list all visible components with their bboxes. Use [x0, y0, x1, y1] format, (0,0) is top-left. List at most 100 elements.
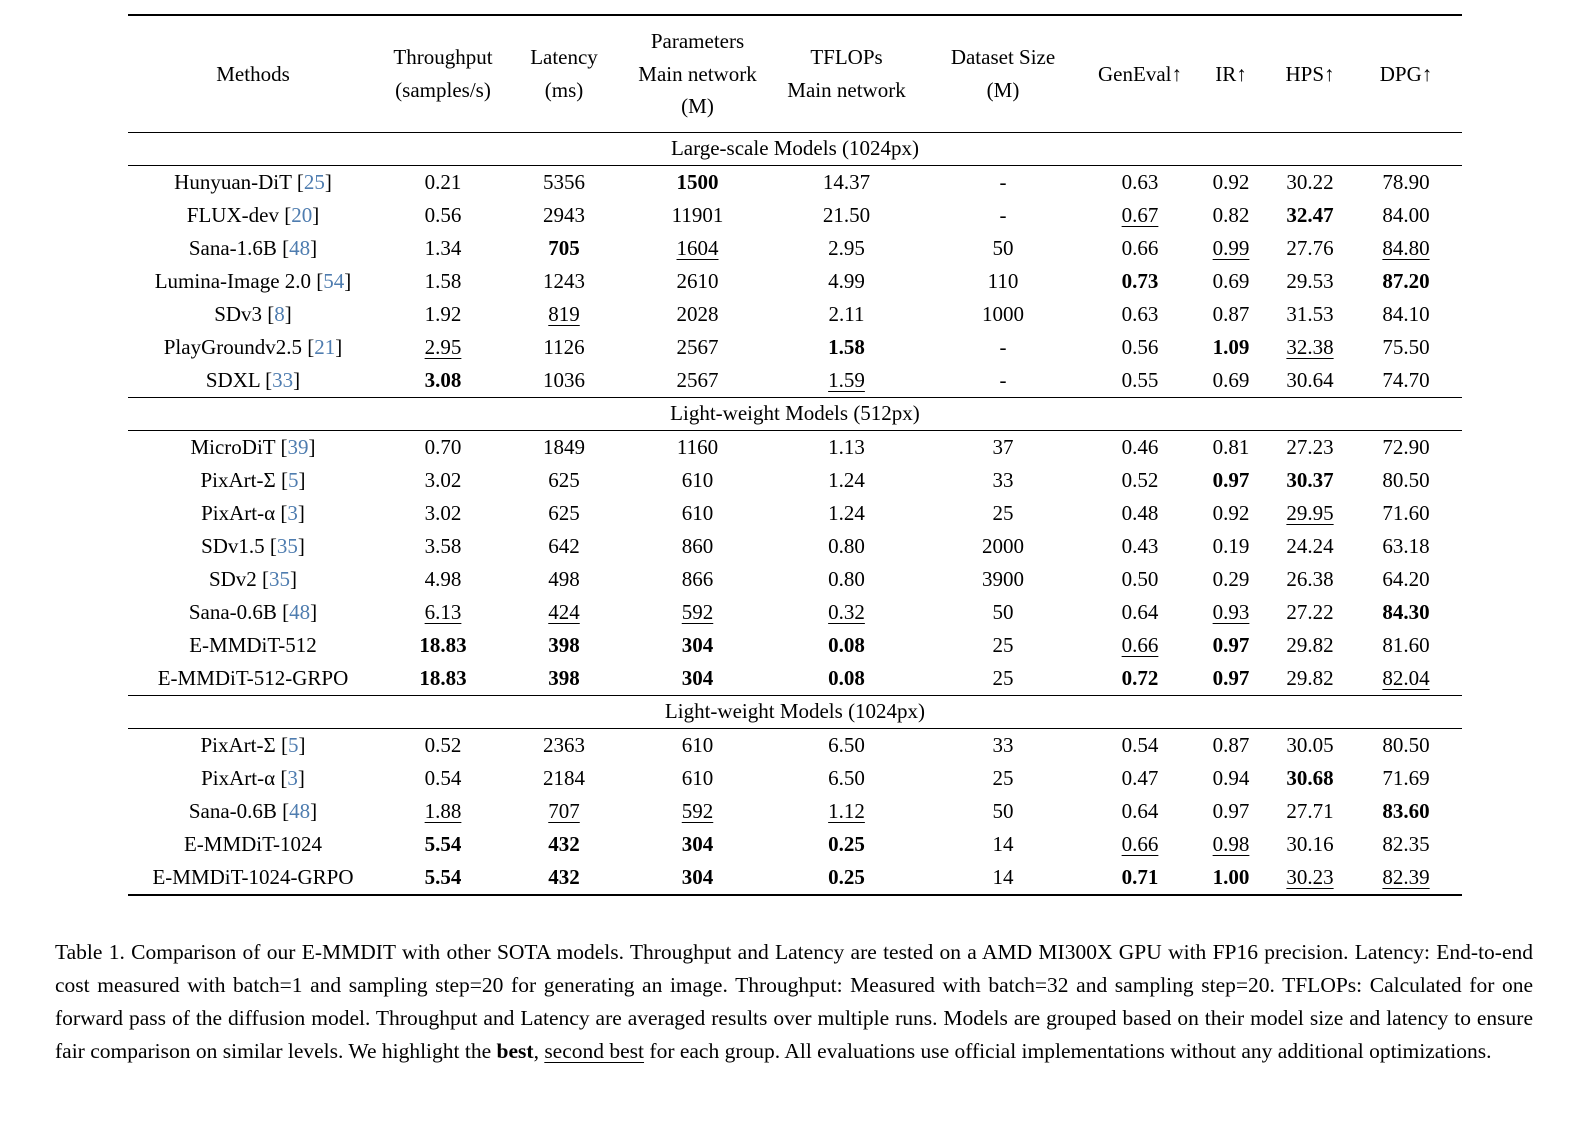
citation-number[interactable]: 5: [287, 732, 299, 757]
value-cell: 424: [508, 596, 620, 629]
cell-value: 1.58: [828, 334, 865, 359]
cell-value: 0.87: [1212, 732, 1250, 757]
value-cell: 30.05: [1270, 728, 1350, 762]
cell-value: 0.73: [1121, 268, 1159, 293]
citation-link[interactable]: [3]: [275, 500, 305, 525]
citation-link[interactable]: [21]: [302, 334, 343, 359]
value-cell: 74.70: [1350, 364, 1462, 398]
cell-value: 72.90: [1382, 434, 1430, 459]
citation-number[interactable]: 33: [272, 367, 294, 392]
citation-number[interactable]: 3: [287, 765, 298, 790]
value-cell: 0.54: [1088, 728, 1192, 762]
method-name: Sana-0.6B: [188, 798, 277, 823]
cell-value: 498: [548, 566, 580, 591]
cell-value: 82.35: [1382, 831, 1430, 856]
value-cell: 0.66: [1088, 629, 1192, 662]
value-cell: 1.24: [775, 497, 918, 530]
cell-value: 3.58: [424, 533, 462, 558]
method-name: E-MMDiT-512-GRPO: [157, 665, 349, 690]
citation-link[interactable]: [39]: [275, 434, 316, 459]
citation-link[interactable]: [48]: [276, 599, 318, 624]
citation-link[interactable]: [5]: [275, 467, 306, 492]
cell-value: 21.50: [822, 202, 871, 227]
table-row: SDv1.5 [35] 3.58 642 860 0.80 2000 0.43 0.19 24.…: [128, 530, 1462, 563]
citation-number[interactable]: 54: [323, 268, 345, 293]
cell-value: 0.56: [424, 202, 462, 227]
cell-value: 29.53: [1286, 268, 1334, 293]
cell-value: 0.72: [1121, 665, 1159, 690]
table-body: Large-scale Models (1024px) Hunyuan-DiT […: [128, 131, 1462, 895]
citation-link[interactable]: [20]: [278, 202, 320, 227]
table-row: E-MMDiT-512-GRPO 18.83 398 304 0.08 25 0.72 0.9…: [128, 662, 1462, 696]
method-name: E-MMDiT-512: [189, 632, 317, 657]
cell-value: 32.47: [1286, 202, 1334, 227]
citation-number[interactable]: 20: [291, 202, 313, 227]
value-cell: 84.30: [1350, 596, 1462, 629]
cell-value: 30.68: [1286, 765, 1334, 790]
value-cell: 0.50: [1088, 563, 1192, 596]
cell-value: 592: [681, 798, 714, 823]
citation-number[interactable]: 48: [289, 235, 311, 260]
value-cell: -: [918, 331, 1088, 364]
citation-link[interactable]: [48]: [276, 235, 318, 260]
cell-value: 33: [992, 467, 1014, 492]
table-row: PixArt-α [3] 3.02 625 610 1.24 25 0.48 0.92 29.9…: [128, 497, 1462, 530]
citation-number[interactable]: 48: [289, 798, 311, 823]
cell-value: 87.20: [1382, 268, 1430, 293]
citation-number[interactable]: 3: [287, 500, 298, 525]
table-row: Sana-0.6B [48] 1.88 707 592 1.12 50 0.64 0.97 27…: [128, 795, 1462, 828]
citation-number[interactable]: 25: [303, 169, 325, 194]
method-name: SDv1.5: [201, 533, 265, 558]
citation-link[interactable]: [3]: [275, 765, 305, 790]
citation-link[interactable]: [25]: [291, 169, 332, 194]
cell-value: 80.50: [1382, 732, 1430, 757]
citation-link[interactable]: [54]: [311, 268, 352, 293]
value-cell: 1604: [620, 232, 775, 265]
method-name: E-MMDiT-1024: [183, 831, 323, 856]
value-cell: 610: [620, 762, 775, 795]
value-cell: 84.80: [1350, 232, 1462, 265]
citation-number[interactable]: 35: [276, 533, 298, 558]
cell-value: 0.64: [1121, 798, 1159, 823]
citation-number[interactable]: 5: [287, 467, 299, 492]
method-cell: E-MMDiT-1024: [128, 828, 378, 861]
citation-link[interactable]: [5]: [275, 732, 306, 757]
citation-link[interactable]: [8]: [262, 301, 292, 326]
method-cell: E-MMDiT-512: [128, 629, 378, 662]
method-name: PixArt-Σ: [200, 732, 276, 757]
citation-number[interactable]: 48: [289, 599, 311, 624]
method-cell: PixArt-α [3]: [128, 497, 378, 530]
citation-link[interactable]: [48]: [276, 798, 318, 823]
value-cell: 27.22: [1270, 596, 1350, 629]
value-cell: 1.92: [378, 298, 508, 331]
value-cell: 0.52: [378, 728, 508, 762]
citation-number[interactable]: 39: [287, 434, 309, 459]
value-cell: 1126: [508, 331, 620, 364]
cell-value: 6.50: [828, 765, 865, 790]
citation-number[interactable]: 21: [314, 334, 336, 359]
cell-value: 26.38: [1286, 566, 1334, 591]
citation-link[interactable]: [35]: [256, 566, 298, 591]
cell-value: 0.87: [1212, 301, 1250, 326]
method-cell: Sana-0.6B [48]: [128, 596, 378, 629]
cell-value: 30.16: [1286, 831, 1334, 856]
citation-number[interactable]: 35: [269, 566, 291, 591]
cell-value: 30.05: [1286, 732, 1334, 757]
value-cell: 304: [620, 662, 775, 696]
value-cell: 14: [918, 861, 1088, 895]
citation-number[interactable]: 8: [274, 301, 285, 326]
value-cell: 50: [918, 232, 1088, 265]
cell-value: 25: [992, 632, 1014, 657]
cell-value: 0.50: [1121, 566, 1159, 591]
cell-value: 0.98: [1212, 831, 1250, 856]
cell-value: 1.12: [828, 798, 865, 823]
method-name: Sana-1.6B: [188, 235, 277, 260]
cell-value: 1126: [543, 334, 585, 359]
citation-link[interactable]: [33]: [259, 367, 301, 392]
cell-value: 63.18: [1382, 533, 1430, 558]
citation-link[interactable]: [35]: [264, 533, 305, 558]
column-header-tflops: TFLOPs Main network: [787, 45, 906, 102]
value-cell: 0.69: [1192, 364, 1270, 398]
table-row: E-MMDiT-1024 5.54 432 304 0.25 14 0.66 0.98 30.1…: [128, 828, 1462, 861]
cell-value: 27.23: [1286, 434, 1334, 459]
